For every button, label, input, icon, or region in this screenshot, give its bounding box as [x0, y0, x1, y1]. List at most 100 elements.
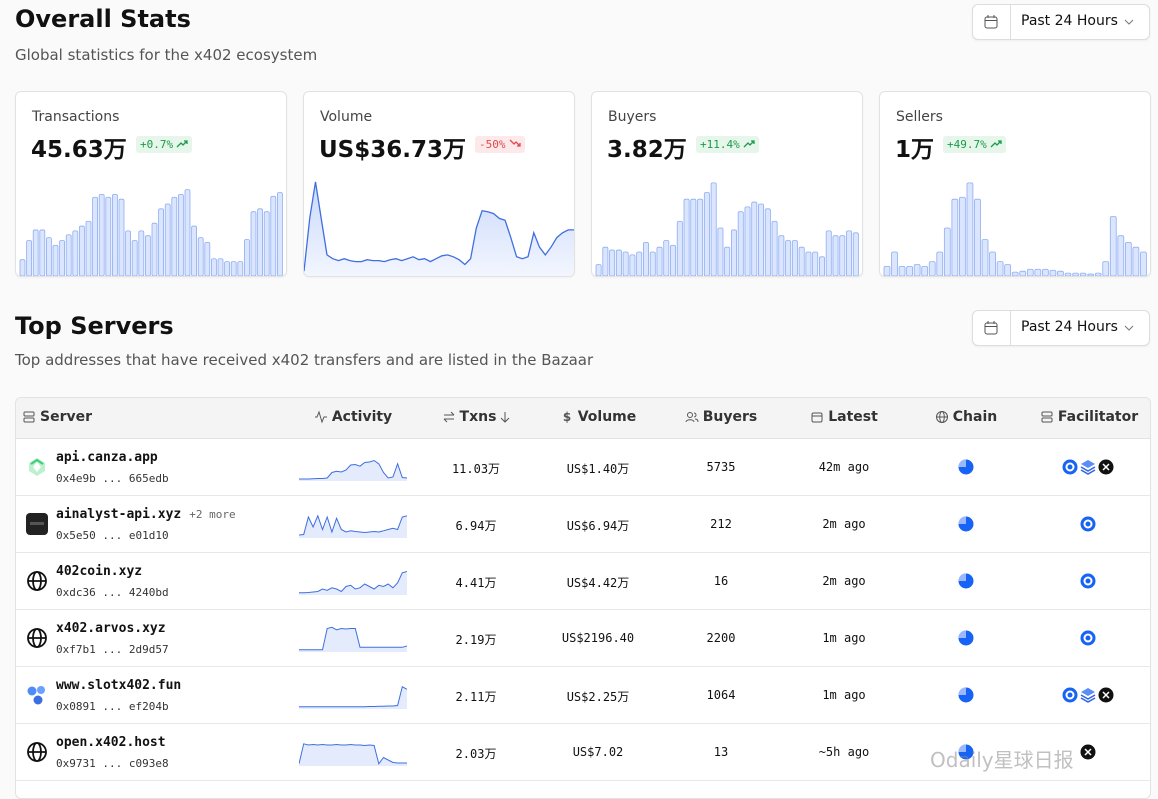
- column-header: Activity: [293, 409, 413, 425]
- section-subtitle: Top addresses that have received x402 tr…: [15, 351, 594, 369]
- spark-bar: [250, 211, 257, 276]
- server-address: 0x4e9b ... 665edb: [56, 472, 169, 485]
- server-icon: [29, 458, 45, 476]
- chain-icon: [958, 459, 974, 475]
- spark-bar: [72, 230, 79, 276]
- calendar-icon: [984, 15, 998, 29]
- spark-bar: [211, 258, 217, 276]
- cell-buyers: 16: [713, 574, 729, 588]
- spark-bar: [883, 266, 891, 276]
- activity-sparkline: [299, 686, 407, 709]
- activity-line: [299, 459, 407, 480]
- spark-bar: [642, 242, 649, 276]
- server-name: www.slotx402.fun: [56, 678, 181, 693]
- spark-bar: [771, 220, 778, 276]
- cell-buyers: 13: [713, 745, 729, 759]
- spark-bar: [79, 225, 85, 276]
- activity-area: [299, 743, 407, 766]
- sparkline: [883, 182, 1147, 276]
- spark-bar: [697, 198, 704, 276]
- server-address: 0xf7b1 ... 2d9d57: [56, 643, 169, 656]
- stat-value: 1万: [895, 137, 935, 163]
- cell-latest: 42m ago: [818, 460, 870, 474]
- server-name-text: www.slotx402.fun: [56, 678, 182, 693]
- activity-area: [299, 571, 407, 595]
- chevron: [1124, 325, 1134, 331]
- cell-txns: 2.03万: [455, 747, 497, 761]
- server-name: api.canza.app: [56, 450, 158, 465]
- server-icon: [27, 686, 45, 705]
- trend-arrow: [990, 140, 1002, 148]
- activity-sparkline: [299, 626, 407, 652]
- change-badge: +49.7%: [943, 136, 1006, 153]
- cell-volume: US$7.02: [572, 745, 624, 759]
- sparkline: [304, 181, 574, 276]
- cell-buyers: 1064: [706, 688, 736, 702]
- spark-bar: [724, 246, 731, 276]
- server-icon: [27, 742, 47, 762]
- spark-bar: [744, 206, 751, 276]
- stat-label: Volume: [320, 109, 373, 125]
- spark-bar: [19, 259, 26, 276]
- spark-bar: [92, 196, 98, 276]
- spark-bar: [1049, 269, 1057, 276]
- server-address: 0xdc36 ... 4240bd: [56, 586, 169, 599]
- activity-line: [299, 686, 407, 708]
- spark-bar: [270, 195, 277, 276]
- column-icon: [685, 412, 699, 423]
- activity-line: [299, 626, 407, 651]
- table-row: 402coin.xyz 0xdc36 ... 4240bd 4.41万 US$4.42…: [16, 553, 1150, 610]
- servers-table: Server Activity Txns $ Volume Buyers Latest Cha…: [15, 397, 1151, 799]
- trend-icon: [176, 140, 188, 148]
- spark-bar: [1109, 216, 1117, 276]
- cell-latest: ~5h ago: [818, 745, 870, 759]
- stat-value: 3.82万: [607, 137, 687, 163]
- facilitator-icon: [1080, 460, 1096, 475]
- facilitator-icon: [1062, 459, 1078, 475]
- change-badge: -50%: [475, 136, 525, 153]
- spark-bar: [812, 251, 819, 276]
- server-address: 0x9731 ... c093e8: [56, 757, 169, 770]
- spark-bar: [277, 192, 283, 276]
- spark-bar: [609, 249, 616, 276]
- column-header: Server: [22, 409, 92, 425]
- section-title: Overall Stats: [15, 5, 191, 33]
- cell-latest: 1m ago: [822, 688, 866, 702]
- range-dropdown[interactable]: Past 24 Hours: [972, 4, 1150, 40]
- more-tag: +2 more: [189, 508, 236, 521]
- table-row: ainalyst-api.xyz +2 more 0x5e50 ... e01d10…: [16, 496, 1150, 553]
- server-address: 0x5e50 ... e01d10: [56, 529, 169, 542]
- column-label: Buyers: [702, 409, 758, 425]
- spark-bar: [1102, 261, 1110, 276]
- activity-sparkline: [299, 743, 407, 766]
- cell-volume: US$2196.40: [561, 631, 635, 645]
- chain-icon: [958, 744, 974, 760]
- column-icon: $: [563, 410, 571, 424]
- table-row: api.canza.app 0x4e9b ... 665edb 11.03万 US$1…: [16, 439, 1150, 496]
- column-icon: [443, 411, 454, 423]
- trend-icon: [990, 140, 1002, 148]
- spark-bar: [676, 220, 683, 276]
- column-header: Txns: [416, 409, 544, 425]
- trend-arrow: [743, 140, 755, 148]
- facilitator-icon: [1080, 744, 1096, 760]
- sparkline: [595, 182, 859, 276]
- spark-bar: [1011, 271, 1019, 276]
- trend-icon: [509, 139, 521, 147]
- range-dropdown[interactable]: Past 24 Hours: [972, 310, 1150, 346]
- chain-icon: [958, 516, 974, 532]
- table-row: x402.arvos.xyz 0xf7b1 ... 2d9d57 2.19万 US$2…: [16, 610, 1150, 667]
- spark-bar: [717, 227, 724, 276]
- chevron: [1124, 19, 1134, 25]
- sort-icon: [501, 412, 510, 423]
- spark-area: [304, 181, 574, 276]
- column-icon: [23, 411, 35, 423]
- spark-bar: [164, 203, 171, 276]
- facilitator-icon: [1080, 516, 1096, 532]
- spark-bar: [59, 240, 65, 276]
- watermark: Odaily星球日报: [930, 748, 1074, 772]
- facilitator-icon: [1080, 573, 1096, 589]
- spark-bar: [1042, 268, 1049, 276]
- spark-bar: [1026, 268, 1034, 276]
- facilitator-icon: [1062, 687, 1078, 703]
